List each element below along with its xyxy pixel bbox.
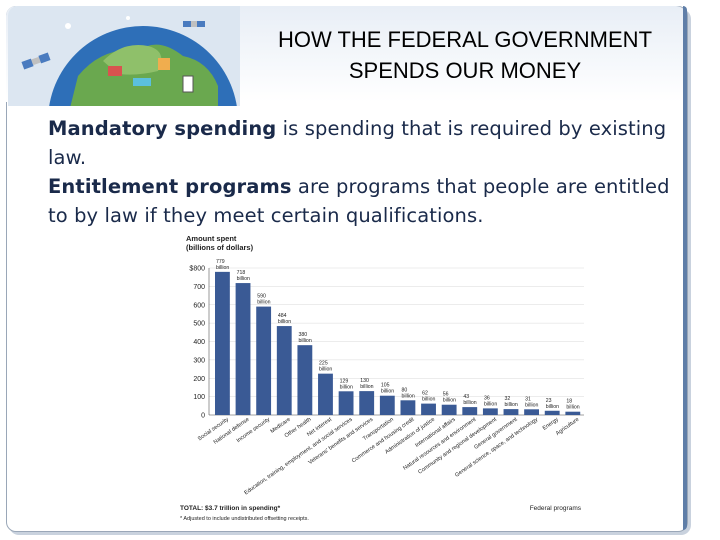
bar-value-label-unit: billion: [340, 384, 353, 390]
bar-value-label: 23: [546, 398, 552, 404]
bar-value-label-unit: billion: [546, 404, 559, 410]
bar-value-label: 56: [443, 392, 449, 398]
bar: [276, 326, 292, 415]
bar-value-label: 380: [298, 332, 307, 338]
bar: [462, 407, 478, 415]
bar-value-label: 43: [463, 394, 469, 400]
bar-value-label-unit: billion: [298, 338, 311, 344]
bar: [338, 391, 354, 415]
bar-value-label-unit: billion: [402, 393, 415, 399]
term-mandatory: Mandatory spending: [48, 117, 277, 140]
bar-value-label-unit: billion: [443, 398, 456, 404]
definition-entitlement: Entitlement programs are programs that p…: [48, 172, 688, 230]
slide-title: HOW THE FEDERAL GOVERNMENT SPENDS OUR MO…: [250, 24, 680, 86]
bar: [235, 283, 251, 415]
bar-value-label: 105: [381, 383, 390, 389]
bar-value-label-unit: billion: [505, 402, 518, 408]
y-tick-label: 400: [193, 339, 205, 346]
bar: [482, 408, 498, 415]
definition-mandatory: Mandatory spending is spending that is r…: [48, 114, 688, 172]
y-tick-label: 700: [193, 284, 205, 291]
y-tick-label: 500: [193, 321, 205, 328]
bar-value-label-unit: billion: [360, 384, 373, 390]
bar-value-label-unit: billion: [216, 265, 229, 271]
x-category-label: Agriculture: [555, 417, 580, 437]
y-tick-label: 600: [193, 302, 205, 309]
definition-entitlement-text: are programs that people are entitled to…: [48, 175, 670, 227]
bar: [544, 410, 560, 415]
chart-source-label: Federal programs: [530, 505, 582, 512]
bar-value-label-unit: billion: [463, 400, 476, 406]
bar: [421, 403, 436, 415]
bar: [441, 404, 457, 415]
bar-value-label: 779: [216, 259, 225, 265]
bar: [524, 409, 540, 415]
bar-value-label: 590: [257, 294, 266, 300]
y-tick-label: 300: [193, 357, 205, 364]
bar-value-label-unit: billion: [381, 389, 394, 395]
chart-total-footnote: TOTAL: $3.7 trillion in spending*: [180, 505, 281, 512]
bar-value-label-unit: billion: [422, 397, 435, 403]
slide-body: Mandatory spending is spending that is r…: [48, 114, 688, 230]
spending-chart-svg: Amount spent(billions of dollars) $800 700…: [180, 234, 584, 522]
bar-value-label: 18: [566, 399, 572, 405]
bar-value-label: 62: [422, 391, 428, 397]
slide-right-border: [683, 6, 687, 530]
bar: [379, 395, 395, 415]
bar-value-label: 32: [505, 396, 511, 402]
bar-value-label: 225: [319, 361, 328, 367]
bar: [297, 345, 313, 415]
bar-value-label-unit: billion: [237, 276, 250, 282]
term-entitlement: Entitlement programs: [48, 175, 292, 198]
bar: [565, 411, 581, 415]
bar: [318, 373, 333, 415]
bar: [256, 306, 272, 415]
bar-value-label-unit: billion: [257, 300, 270, 306]
x-category-label: National defense: [213, 417, 251, 446]
bar-value-label: 484: [278, 313, 287, 319]
slide-title-line-1: HOW THE FEDERAL GOVERNMENT: [277, 27, 653, 52]
definition-mandatory-text: is spending that is required by existing…: [48, 117, 667, 169]
bar-value-label: 718: [237, 270, 246, 276]
bar-value-label: 80: [402, 387, 408, 393]
spending-chart: Amount spent (billions of dollars) $800 700…: [176, 232, 596, 533]
bar-value-label-unit: billion: [319, 367, 332, 373]
bar: [503, 409, 519, 415]
bar-value-label-unit: billion: [278, 319, 291, 325]
bar-value-label: 31: [525, 396, 531, 402]
slide-title-line-2: SPENDS OUR MONEY: [348, 58, 582, 83]
y-tick-label: 200: [193, 376, 205, 383]
bar-value-label: 36: [484, 395, 490, 401]
bar-value-label: 129: [340, 378, 349, 384]
y-tick-label: $800: [189, 266, 205, 273]
y-tick-label: 0: [201, 413, 205, 420]
bar-value-label-unit: billion: [525, 402, 538, 408]
bar: [359, 391, 375, 415]
y-tick-label: 100: [193, 394, 205, 401]
y-axis-label-units: (billions of dollars): [186, 243, 254, 252]
bar: [400, 400, 416, 415]
y-axis-label: Amount spent: [186, 234, 237, 243]
bar-value-label-unit: billion: [484, 401, 497, 407]
chart-adjustment-footnote: * Adjusted to include undistributed offs…: [180, 516, 309, 522]
globe-illustration-icon: [8, 6, 240, 106]
bar-value-label: 130: [360, 378, 369, 384]
bar: [215, 271, 230, 415]
bar-value-label-unit: billion: [566, 405, 579, 411]
